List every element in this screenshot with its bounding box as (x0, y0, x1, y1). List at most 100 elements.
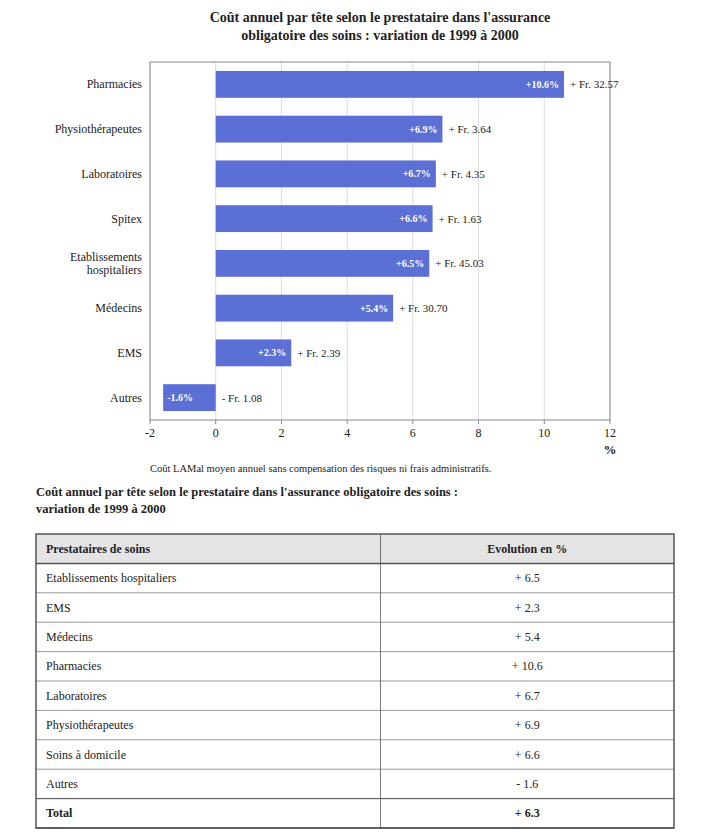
table-cell: + 10.6 (512, 659, 543, 673)
bar (163, 384, 216, 411)
table-cell: Soins à domicile (46, 748, 126, 762)
table-header-bg (36, 534, 674, 563)
annotation: + Fr. 45.03 (435, 257, 484, 269)
tick-label: 0 (213, 426, 219, 440)
table-header: Prestataires de soins (46, 542, 151, 556)
category-label: Physiothérapeutes (55, 122, 143, 136)
table-row-line (36, 563, 674, 565)
annotation: - Fr. 1.08 (222, 392, 263, 404)
table: Prestataires de soins Evolution en % Etabl… (36, 534, 674, 828)
text-line: Médecins (95, 301, 142, 315)
bar-labels: -1.6%- Fr. 1.08+2.3%+ Fr. 2.39+5.4%+ Fr.… (167, 78, 619, 403)
title-line: Coût annuel par tête selon le prestatair… (210, 10, 551, 25)
annotation: + Fr. 4.35 (442, 168, 485, 180)
tick-label: 10 (538, 426, 550, 440)
table-row-line (36, 622, 674, 623)
tick-mark (544, 420, 545, 424)
tick-mark (215, 420, 216, 424)
tick-label: 4 (344, 426, 350, 440)
x-axis: -2 0 2 4 6 8 10 12 (145, 420, 616, 440)
title-line: Coût annuel par tête selon le prestatair… (36, 485, 458, 499)
bar (216, 160, 436, 187)
table-cell: Total (46, 806, 73, 820)
table-cell: Pharmacies (46, 659, 102, 673)
tick-label: 6 (410, 426, 416, 440)
table-row-line (36, 592, 674, 593)
table-cell: Etablissements hospitaliers (46, 571, 177, 585)
data-label: +10.6% (526, 79, 559, 90)
table-cell: Autres (46, 777, 78, 791)
grid (150, 62, 610, 420)
table-cell: + 2.3 (515, 601, 540, 615)
bar (216, 295, 393, 322)
data-label: +6.9% (409, 124, 437, 135)
title-line: variation de 1999 à 2000 (36, 502, 166, 516)
text-line: EMS (117, 346, 142, 360)
note: Coût LAMal moyen annuel sans compensatio… (150, 463, 491, 474)
table-row-line (36, 681, 674, 682)
text-line: Spitex (111, 212, 142, 226)
data-label: +6.6% (399, 213, 427, 224)
grid-line (544, 62, 545, 420)
chart-svg: Coût annuel par tête selon le prestatair… (0, 0, 710, 838)
chart-title: Coût annuel par tête selon le prestatair… (210, 10, 551, 43)
data-label: +2.3% (258, 347, 286, 358)
annotation: + Fr. 2.39 (297, 347, 340, 359)
table-cell: + 6.9 (515, 718, 540, 732)
text-line: Etablissements (70, 250, 142, 264)
table-cell: - 1.6 (516, 777, 538, 791)
annotation: + Fr. 1.63 (439, 213, 482, 225)
table-divider (380, 534, 381, 828)
bar (216, 71, 564, 98)
category-label: Médecins (95, 301, 142, 315)
category-label: Etablissementshospitaliers (70, 250, 142, 277)
tick-mark (150, 420, 151, 424)
text-line: Pharmacies (87, 77, 143, 91)
title-line: obligatoire des soins : variation de 199… (241, 28, 518, 43)
x-axis-label: % (604, 442, 617, 457)
table-cell: + 5.4 (515, 630, 540, 644)
bar (216, 339, 292, 366)
category-label: Autres (110, 391, 142, 405)
data-label: +6.7% (403, 168, 431, 179)
text-line: hospitaliers (87, 263, 143, 277)
table-cell: + 6.3 (515, 806, 540, 820)
tick-label: 12 (604, 426, 616, 440)
text-line: Laboratoires (81, 167, 142, 181)
data-label: +5.4% (360, 303, 388, 314)
table-header: Evolution en % (487, 542, 567, 556)
annotation: + Fr. 3.64 (448, 123, 491, 135)
table-cell: + 6.7 (515, 689, 540, 703)
table-cell: + 6.5 (515, 571, 540, 585)
annotation: + Fr. 30.70 (399, 302, 448, 314)
table-row-line (36, 798, 674, 799)
table-cell: EMS (46, 601, 71, 615)
grid-line (478, 62, 479, 420)
category-label: Pharmacies (87, 77, 143, 91)
bar (216, 250, 430, 277)
table-cell: Médecins (46, 630, 93, 644)
table-row-line (36, 739, 674, 740)
tick-label: -2 (145, 426, 155, 440)
bars (163, 71, 564, 411)
bar (216, 205, 433, 232)
bar (216, 116, 443, 143)
tick-mark (412, 420, 413, 424)
table-row-line (36, 710, 674, 711)
tick-mark (478, 420, 479, 424)
category-label: Laboratoires (81, 167, 142, 181)
table-title: Coût annuel par tête selon le prestatair… (36, 485, 458, 516)
text-line: Physiothérapeutes (55, 122, 143, 136)
tick-label: 2 (278, 426, 284, 440)
table-cell: + 6.6 (515, 748, 540, 762)
table-row-line (36, 651, 674, 652)
table-border (36, 534, 674, 828)
y-axis: Autres EMS Médecins Etablissementshospitali… (55, 77, 143, 404)
table-row-line (36, 769, 674, 770)
table-cell: Laboratoires (46, 689, 107, 703)
text-line: Autres (110, 391, 142, 405)
table-cell: Physiothérapeutes (46, 718, 134, 732)
tick-label: 8 (476, 426, 482, 440)
data-label: +6.5% (396, 258, 424, 269)
plot-frame (150, 62, 610, 420)
